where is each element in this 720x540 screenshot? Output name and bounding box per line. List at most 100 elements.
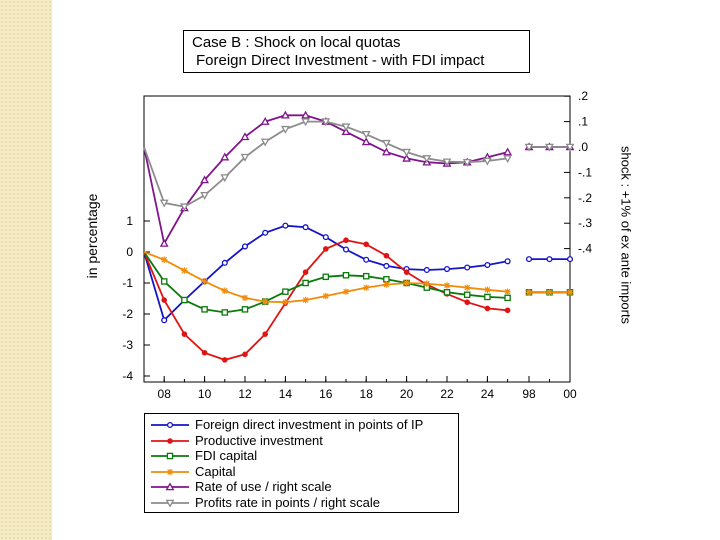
data-point	[220, 174, 230, 183]
x-tick-label: 00	[563, 387, 577, 401]
data-point	[166, 468, 174, 475]
y2-tick-label: -.3	[578, 216, 592, 230]
data-point	[302, 296, 309, 304]
data-point	[525, 256, 533, 263]
x-tick-label: 10	[198, 387, 212, 401]
data-point	[220, 152, 230, 161]
data-point	[565, 143, 575, 152]
data-point	[464, 299, 471, 306]
data-point	[383, 262, 390, 270]
data-point	[525, 289, 533, 296]
data-point	[301, 110, 311, 119]
series-line	[143, 120, 508, 208]
data-point	[503, 155, 513, 164]
x-tick-label: 16	[319, 387, 333, 401]
data-point	[342, 271, 350, 279]
data-point	[363, 241, 370, 248]
data-point	[282, 222, 289, 229]
data-point	[200, 191, 210, 200]
data-point	[484, 261, 491, 269]
y2-tick-label: -.4	[578, 242, 592, 256]
y2-tick-label: .1	[578, 115, 588, 129]
legend-label: Profits rate in points / right scale	[195, 494, 380, 510]
data-point	[566, 289, 574, 296]
data-point	[362, 272, 370, 280]
data-point	[504, 307, 511, 314]
data-point	[165, 499, 175, 508]
data-point	[166, 421, 174, 429]
series-line	[143, 239, 508, 361]
y-tick-label: -2	[122, 307, 133, 321]
data-point	[524, 143, 534, 152]
data-point	[241, 306, 249, 313]
data-point	[503, 147, 513, 156]
data-point	[260, 138, 270, 147]
data-point	[181, 296, 188, 304]
data-point	[343, 237, 349, 244]
y-tick-label: -3	[122, 338, 133, 352]
data-point	[422, 155, 432, 164]
legend-swatch	[151, 421, 189, 429]
legend-entry: FDI capital	[145, 448, 458, 464]
data-point	[383, 281, 390, 288]
data-point	[464, 284, 471, 291]
data-point	[383, 252, 390, 259]
data-point	[240, 132, 250, 141]
data-point	[484, 293, 491, 301]
data-point	[161, 256, 168, 263]
data-point	[301, 118, 311, 127]
data-point	[222, 357, 228, 363]
data-point	[381, 147, 391, 156]
series-5	[143, 118, 575, 212]
data-point	[403, 269, 410, 275]
x-tick-label: 20	[400, 387, 414, 401]
data-point	[282, 288, 289, 295]
data-point	[484, 305, 491, 312]
data-point	[402, 153, 412, 162]
data-point	[201, 278, 208, 285]
y2-tick-label: -.1	[578, 165, 592, 179]
data-point	[221, 259, 228, 266]
data-point	[161, 317, 168, 324]
x-tick-label: 22	[440, 387, 454, 401]
data-point	[443, 289, 451, 296]
data-point	[482, 157, 492, 166]
chart-title-box: Case B : Shock on local quotas Foreign D…	[183, 30, 530, 73]
data-point	[201, 349, 208, 356]
legend-entry: Productive investment	[145, 433, 458, 449]
data-point	[322, 292, 329, 300]
y-tick-label: 1	[126, 214, 133, 228]
data-point	[166, 452, 174, 460]
legend-swatch	[151, 468, 189, 475]
data-point	[423, 280, 430, 287]
y2-tick-label: .2	[578, 89, 588, 103]
x-tick-label: 12	[238, 387, 252, 401]
data-point	[484, 286, 491, 294]
data-point	[342, 246, 350, 253]
data-point	[443, 282, 451, 289]
series-3	[143, 251, 574, 306]
x-tick-label: 08	[158, 387, 172, 401]
data-point	[165, 482, 175, 491]
data-point	[262, 298, 269, 305]
data-point	[322, 273, 330, 281]
chart-title-line1: Case B : Shock on local quotas	[192, 34, 401, 51]
y-tick-label: 0	[126, 245, 133, 259]
data-point	[262, 331, 269, 337]
legend-swatch	[151, 452, 189, 460]
x-tick-label: 14	[279, 387, 293, 401]
data-point	[159, 199, 169, 208]
data-point	[463, 291, 471, 299]
data-point	[402, 148, 412, 157]
data-point	[302, 269, 309, 275]
data-point	[363, 256, 370, 263]
data-point	[200, 175, 210, 184]
y-tick-label: -4	[122, 369, 133, 383]
data-point	[161, 297, 167, 303]
series-line	[143, 114, 508, 247]
x-tick-label: 24	[481, 387, 495, 401]
legend-label: Productive investment	[195, 432, 323, 448]
data-point	[302, 224, 309, 231]
data-point	[341, 127, 351, 136]
data-point	[341, 123, 351, 132]
